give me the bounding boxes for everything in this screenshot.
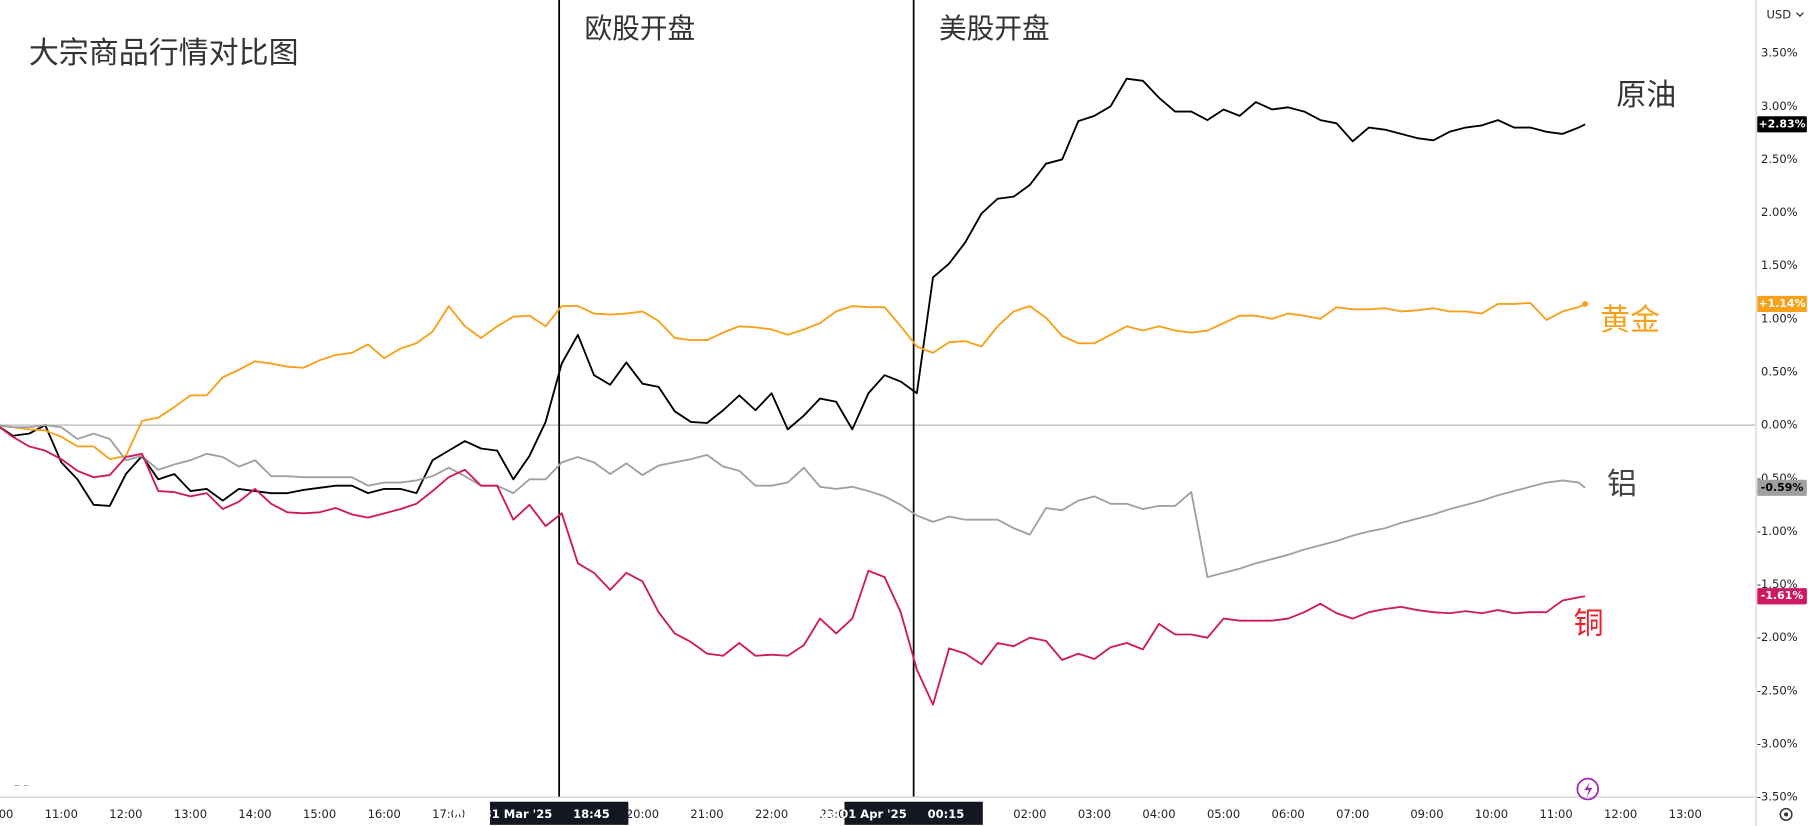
x-tick-label: 07:00 [1336,807,1369,821]
y-tick-label: 1.50% [1761,258,1798,272]
x-tick-label: 14:00 [238,807,271,821]
x-tick-label: 10:00 [0,807,13,821]
y-tick-label: 2.50% [1761,152,1798,166]
currency[interactable]: USD [1766,8,1791,22]
series-label: 铜 [1574,607,1604,642]
y-tick-label: -2.50% [1757,683,1798,697]
series-end-dot [1582,301,1589,307]
plot-area [0,0,1755,798]
series-line [0,301,1586,461]
y-tick-label: -1.50% [1757,577,1798,591]
y-tick-label: 3.00% [1761,99,1798,113]
time-marker-box [489,801,629,825]
price-badge-label: -0.59% [1761,481,1804,494]
x-tick-label: 13:00 [1669,807,1702,821]
x-tick-label: 12:00 [109,807,142,821]
currency-dropdown-icon[interactable] [1796,12,1804,17]
price-badge-label: +2.83% [1758,117,1805,130]
time-marker-date: Mon 31 Mar '25 [452,807,552,821]
price-badge [1757,588,1807,605]
x-tick-label: 21:00 [690,807,723,821]
x-tick-label: 02:00 [1013,807,1046,821]
series-label: 铝 [1607,467,1637,502]
time-marker-time: 00:15 [928,807,965,821]
series-label: 黄金 [1600,303,1660,338]
time-marker-box [844,801,983,825]
price-badge [1757,479,1807,496]
settings-icon[interactable] [1779,807,1793,821]
x-tick-label: 13:00 [174,807,207,821]
price-badge [1757,295,1807,313]
x-tick-label: 15:00 [303,807,336,821]
y-tick-label: 0.50% [1761,364,1798,378]
series-label: 原油 [1616,78,1676,113]
price-badge-label: -1.61% [1761,589,1804,602]
series-line [0,426,1586,706]
x-tick-label: 16:00 [368,807,401,821]
x-tick-label: 17:00 [432,807,465,821]
y-tick-label: -2.00% [1757,630,1798,644]
y-tick-label: -3.50% [1757,790,1798,804]
y-tick-label: -1.00% [1757,524,1798,538]
x-tick-label: 11:00 [1539,807,1572,821]
y-tick-label: 2.00% [1761,205,1798,219]
y-tick-label: 0.00% [1761,418,1798,432]
price-badge-label: +1.14% [1758,297,1805,310]
lightning-icon[interactable] [1576,777,1600,801]
pane-dash: – – [14,778,29,792]
x-tick-label: 05:00 [1207,807,1240,821]
time-marker-time: 18:45 [573,807,610,821]
y-tick-label: 3.50% [1761,46,1798,60]
price-badge [1757,116,1807,133]
x-tick-label: 06:00 [1272,807,1305,821]
event-label: 美股开盘 [939,12,1050,45]
x-tick-label: 04:00 [1142,807,1175,821]
x-tick-label: 22:00 [755,807,788,821]
x-tick-label: 11:00 [45,807,78,821]
x-tick-label: 10:00 [1475,807,1508,821]
series-line [0,77,1586,507]
event-label: 欧股开盘 [585,12,696,45]
x-tick-label: 12:00 [1604,807,1637,821]
time-marker-date: Tue 01 Apr '25 [814,807,907,821]
series-line [0,424,1586,579]
x-tick-label: 09:00 [1410,807,1443,821]
x-tick-label: 20:00 [626,807,659,821]
chart-title: 大宗商品行情对比图 [29,36,299,71]
x-tick-label: 03:00 [1078,807,1111,821]
y-tick-label: 1.00% [1761,311,1798,325]
y-tick-label: -3.00% [1757,736,1798,750]
